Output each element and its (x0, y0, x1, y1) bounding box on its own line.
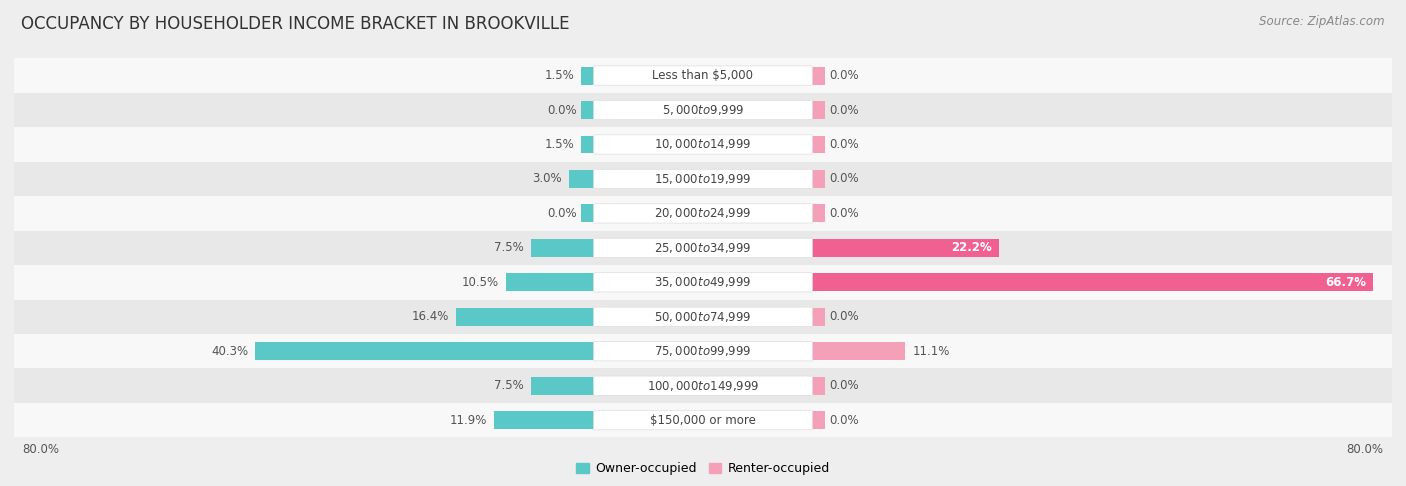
Text: 0.0%: 0.0% (830, 414, 859, 427)
Bar (14, 127, 1392, 162)
Text: 16.4%: 16.4% (412, 310, 450, 323)
Text: $35,000 to $49,999: $35,000 to $49,999 (654, 276, 752, 289)
Text: $5,000 to $9,999: $5,000 to $9,999 (662, 103, 744, 117)
FancyBboxPatch shape (593, 273, 813, 292)
Text: $20,000 to $24,999: $20,000 to $24,999 (654, 207, 752, 220)
Text: Source: ZipAtlas.com: Source: ZipAtlas.com (1260, 15, 1385, 28)
Bar (14, 93, 1392, 127)
Bar (581, 136, 593, 154)
Bar (14, 265, 1392, 299)
Text: 0.0%: 0.0% (830, 310, 859, 323)
Text: 40.3%: 40.3% (211, 345, 249, 358)
Bar (14, 58, 1392, 93)
FancyBboxPatch shape (593, 66, 813, 85)
Bar (568, 170, 593, 188)
Bar (813, 136, 825, 154)
Bar (14, 196, 1392, 231)
Text: 0.0%: 0.0% (830, 138, 859, 151)
FancyBboxPatch shape (593, 376, 813, 395)
FancyBboxPatch shape (593, 135, 813, 154)
Bar (494, 411, 593, 429)
Text: 0.0%: 0.0% (830, 173, 859, 186)
Text: 22.2%: 22.2% (952, 242, 993, 254)
Text: $100,000 to $149,999: $100,000 to $149,999 (647, 379, 759, 393)
Bar (813, 377, 825, 395)
Text: 11.1%: 11.1% (912, 345, 949, 358)
Text: 10.5%: 10.5% (461, 276, 499, 289)
Legend: Owner-occupied, Renter-occupied: Owner-occupied, Renter-occupied (571, 457, 835, 481)
Bar (256, 342, 593, 360)
Text: 0.0%: 0.0% (830, 104, 859, 117)
FancyBboxPatch shape (593, 342, 813, 361)
Text: 7.5%: 7.5% (495, 379, 524, 392)
Text: 1.5%: 1.5% (544, 69, 575, 82)
Text: $75,000 to $99,999: $75,000 to $99,999 (654, 344, 752, 358)
Text: $150,000 or more: $150,000 or more (650, 414, 756, 427)
Bar (581, 205, 593, 223)
FancyBboxPatch shape (593, 101, 813, 120)
Bar (813, 273, 1372, 291)
Bar (14, 231, 1392, 265)
Bar (813, 239, 998, 257)
Text: 1.5%: 1.5% (544, 138, 575, 151)
Bar (531, 377, 593, 395)
FancyBboxPatch shape (593, 169, 813, 189)
Bar (506, 273, 593, 291)
FancyBboxPatch shape (593, 204, 813, 223)
Text: 80.0%: 80.0% (22, 443, 59, 456)
Bar (531, 239, 593, 257)
Text: 11.9%: 11.9% (450, 414, 486, 427)
Text: $25,000 to $34,999: $25,000 to $34,999 (654, 241, 752, 255)
Bar (14, 299, 1392, 334)
Text: 0.0%: 0.0% (830, 69, 859, 82)
Text: 66.7%: 66.7% (1324, 276, 1365, 289)
Text: $10,000 to $14,999: $10,000 to $14,999 (654, 138, 752, 152)
Text: Less than $5,000: Less than $5,000 (652, 69, 754, 82)
Bar (14, 368, 1392, 403)
Text: 0.0%: 0.0% (547, 207, 576, 220)
Bar (456, 308, 593, 326)
Text: 7.5%: 7.5% (495, 242, 524, 254)
Bar (813, 342, 905, 360)
Text: 0.0%: 0.0% (547, 104, 576, 117)
Text: $15,000 to $19,999: $15,000 to $19,999 (654, 172, 752, 186)
Bar (813, 411, 825, 429)
Text: 0.0%: 0.0% (830, 207, 859, 220)
FancyBboxPatch shape (593, 411, 813, 430)
Text: 80.0%: 80.0% (1347, 443, 1384, 456)
Bar (813, 170, 825, 188)
FancyBboxPatch shape (593, 307, 813, 327)
Text: 0.0%: 0.0% (830, 379, 859, 392)
Bar (813, 205, 825, 223)
Text: $50,000 to $74,999: $50,000 to $74,999 (654, 310, 752, 324)
Bar (813, 308, 825, 326)
Text: 3.0%: 3.0% (533, 173, 562, 186)
Bar (581, 101, 593, 119)
Bar (581, 67, 593, 85)
Bar (14, 403, 1392, 437)
FancyBboxPatch shape (593, 238, 813, 258)
Bar (14, 334, 1392, 368)
Bar (14, 162, 1392, 196)
Bar (813, 67, 825, 85)
Bar (813, 101, 825, 119)
Text: OCCUPANCY BY HOUSEHOLDER INCOME BRACKET IN BROOKVILLE: OCCUPANCY BY HOUSEHOLDER INCOME BRACKET … (21, 15, 569, 33)
